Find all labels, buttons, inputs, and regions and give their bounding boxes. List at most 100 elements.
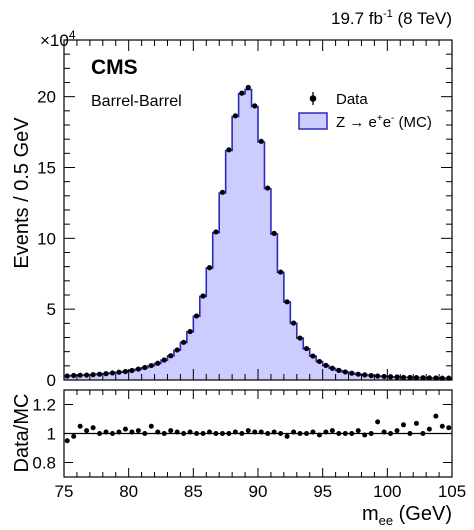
data-point <box>271 230 277 236</box>
ratio-point <box>200 431 206 436</box>
data-point <box>420 375 426 381</box>
luminosity-label: 19.7 fb-1 (8 TeV) <box>331 8 452 28</box>
legend-data-marker <box>309 92 317 105</box>
mc-histogram-fill <box>64 89 452 380</box>
ratio-point <box>194 431 200 436</box>
ratio-point <box>336 431 342 436</box>
data-point <box>278 269 284 275</box>
ratio-point <box>381 429 387 435</box>
x-tick-label: 100 <box>373 482 401 501</box>
ratio-point <box>103 429 109 435</box>
data-point <box>148 362 154 369</box>
ratio-point <box>420 431 426 436</box>
ratio-point <box>362 432 368 438</box>
y-axis-title: Events / 0.5 GeV <box>11 117 33 269</box>
data-point <box>213 229 219 235</box>
ratio-point <box>181 431 187 436</box>
ratio-point <box>97 431 103 436</box>
ratio-point <box>297 431 303 436</box>
ratio-point <box>207 429 212 435</box>
ratio-point <box>84 428 90 434</box>
ratio-point <box>433 413 439 419</box>
ratio-point <box>110 431 115 436</box>
data-point <box>426 375 432 381</box>
x-tick-label: 105 <box>438 482 466 501</box>
y-tick-label: 5 <box>47 300 56 319</box>
ratio-point <box>122 426 128 432</box>
data-point <box>258 138 264 144</box>
ratio-point <box>368 431 374 436</box>
ratio-point <box>265 431 271 436</box>
data-point <box>206 265 213 271</box>
ratio-point <box>413 420 419 426</box>
y-tick-label: 10 <box>37 229 56 248</box>
main-plot-panel: 0 5 10 15 20 <box>37 39 453 390</box>
ratio-point <box>439 423 445 429</box>
ratio-point <box>342 431 348 436</box>
ratio-point <box>316 432 322 438</box>
ratio-point <box>161 431 167 436</box>
ratio-point <box>394 428 400 434</box>
ratio-point <box>116 429 122 435</box>
data-point <box>316 358 323 365</box>
data-point <box>142 364 148 371</box>
ratio-point <box>304 431 309 436</box>
data-point <box>265 185 271 191</box>
ratio-y-tick-label: 1 <box>47 425 56 444</box>
legend-data-label: Data <box>336 91 368 108</box>
ratio-point <box>174 429 180 435</box>
ratio-point <box>64 438 70 444</box>
data-point <box>116 369 122 375</box>
data-point <box>109 370 116 376</box>
ratio-point <box>213 431 219 436</box>
main-plot-ticks: 0 5 10 15 20 <box>37 40 453 390</box>
ratio-point <box>135 428 141 434</box>
ratio-point <box>252 429 258 435</box>
data-point <box>433 375 439 381</box>
x-axis-title: mee (GeV) <box>362 503 452 528</box>
data-point <box>168 353 174 359</box>
data-point <box>193 313 200 319</box>
legend: Data Z → e+e- (MC) <box>298 91 432 131</box>
ratio-axis-title: Data/MC <box>11 394 33 473</box>
data-point <box>355 371 361 377</box>
x-tick-label: 85 <box>184 482 203 501</box>
data-point <box>310 353 316 359</box>
ratio-point <box>258 429 264 435</box>
data-point <box>290 320 297 326</box>
ratio-y-tick-label: 0.8 <box>32 454 56 473</box>
data-point <box>161 357 167 363</box>
x-tick-label: 95 <box>313 482 332 501</box>
ratio-point <box>142 431 148 436</box>
ratio-point <box>278 431 284 436</box>
data-point <box>381 373 387 380</box>
data-point <box>387 374 394 380</box>
ratio-plot-panel: 0.8 1 1.2 <box>32 389 453 478</box>
ratio-y-tick-label: 1.2 <box>32 396 56 415</box>
x-tick-label: 75 <box>55 482 74 501</box>
ratio-point <box>129 429 135 435</box>
ratio-point <box>401 422 406 428</box>
x-tick-labels: 75 80 85 90 95 100 105 <box>55 482 467 501</box>
ratio-point <box>323 429 329 435</box>
data-point <box>394 374 400 380</box>
ratio-point <box>426 426 432 432</box>
ratio-plot-ticks: 0.8 1 1.2 <box>32 390 453 477</box>
data-point <box>200 293 206 299</box>
data-point <box>219 189 226 195</box>
data-point <box>362 372 368 378</box>
ratio-point <box>239 431 245 436</box>
data-point <box>96 371 103 377</box>
data-point <box>155 360 161 366</box>
y-tick-label: 0 <box>47 371 56 390</box>
data-point <box>174 347 180 353</box>
data-point <box>239 90 245 96</box>
ratio-point <box>155 429 161 435</box>
data-point <box>103 371 109 377</box>
data-point <box>122 368 129 375</box>
data-point <box>323 362 329 369</box>
y-tick-label: 15 <box>37 159 56 178</box>
ratio-point <box>77 423 83 429</box>
ratio-point <box>375 419 381 425</box>
